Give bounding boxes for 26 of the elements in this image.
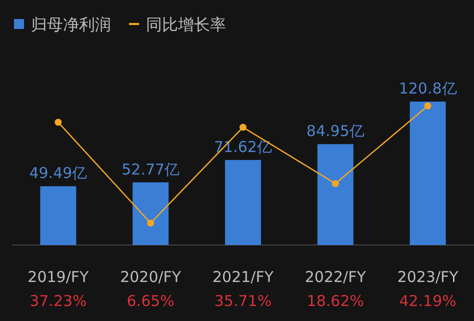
data-label: 52.77亿 [122, 160, 180, 178]
point [147, 220, 154, 227]
x-tick-label: 2021/FY [212, 268, 274, 286]
data-label: 84.95亿 [306, 122, 364, 140]
bar [40, 186, 76, 245]
bar [410, 102, 446, 245]
legend-label: 同比增长率 [146, 15, 226, 34]
point [424, 102, 432, 110]
data-label: 37.23% [30, 292, 87, 310]
data-label: 120.8亿 [398, 80, 457, 98]
bar [225, 160, 261, 245]
data-label: 42.19% [399, 292, 456, 310]
point [332, 180, 339, 188]
data-label: 35.71% [214, 292, 272, 310]
data-label: 18.62% [306, 292, 364, 310]
point [54, 118, 62, 126]
data-label: 6.65% [126, 292, 174, 310]
bar [132, 182, 169, 245]
legend-label: 归母净利润 [31, 15, 111, 34]
x-tick-label: 2019/FY [28, 268, 90, 286]
x-tick-label: 2020/FY [120, 268, 182, 286]
x-tick-label: 2022/FY [304, 268, 367, 286]
point [240, 124, 246, 131]
bar [317, 144, 354, 245]
data-label: 49.49亿 [29, 164, 88, 182]
x-tick-label: 2023/FY [397, 268, 460, 286]
